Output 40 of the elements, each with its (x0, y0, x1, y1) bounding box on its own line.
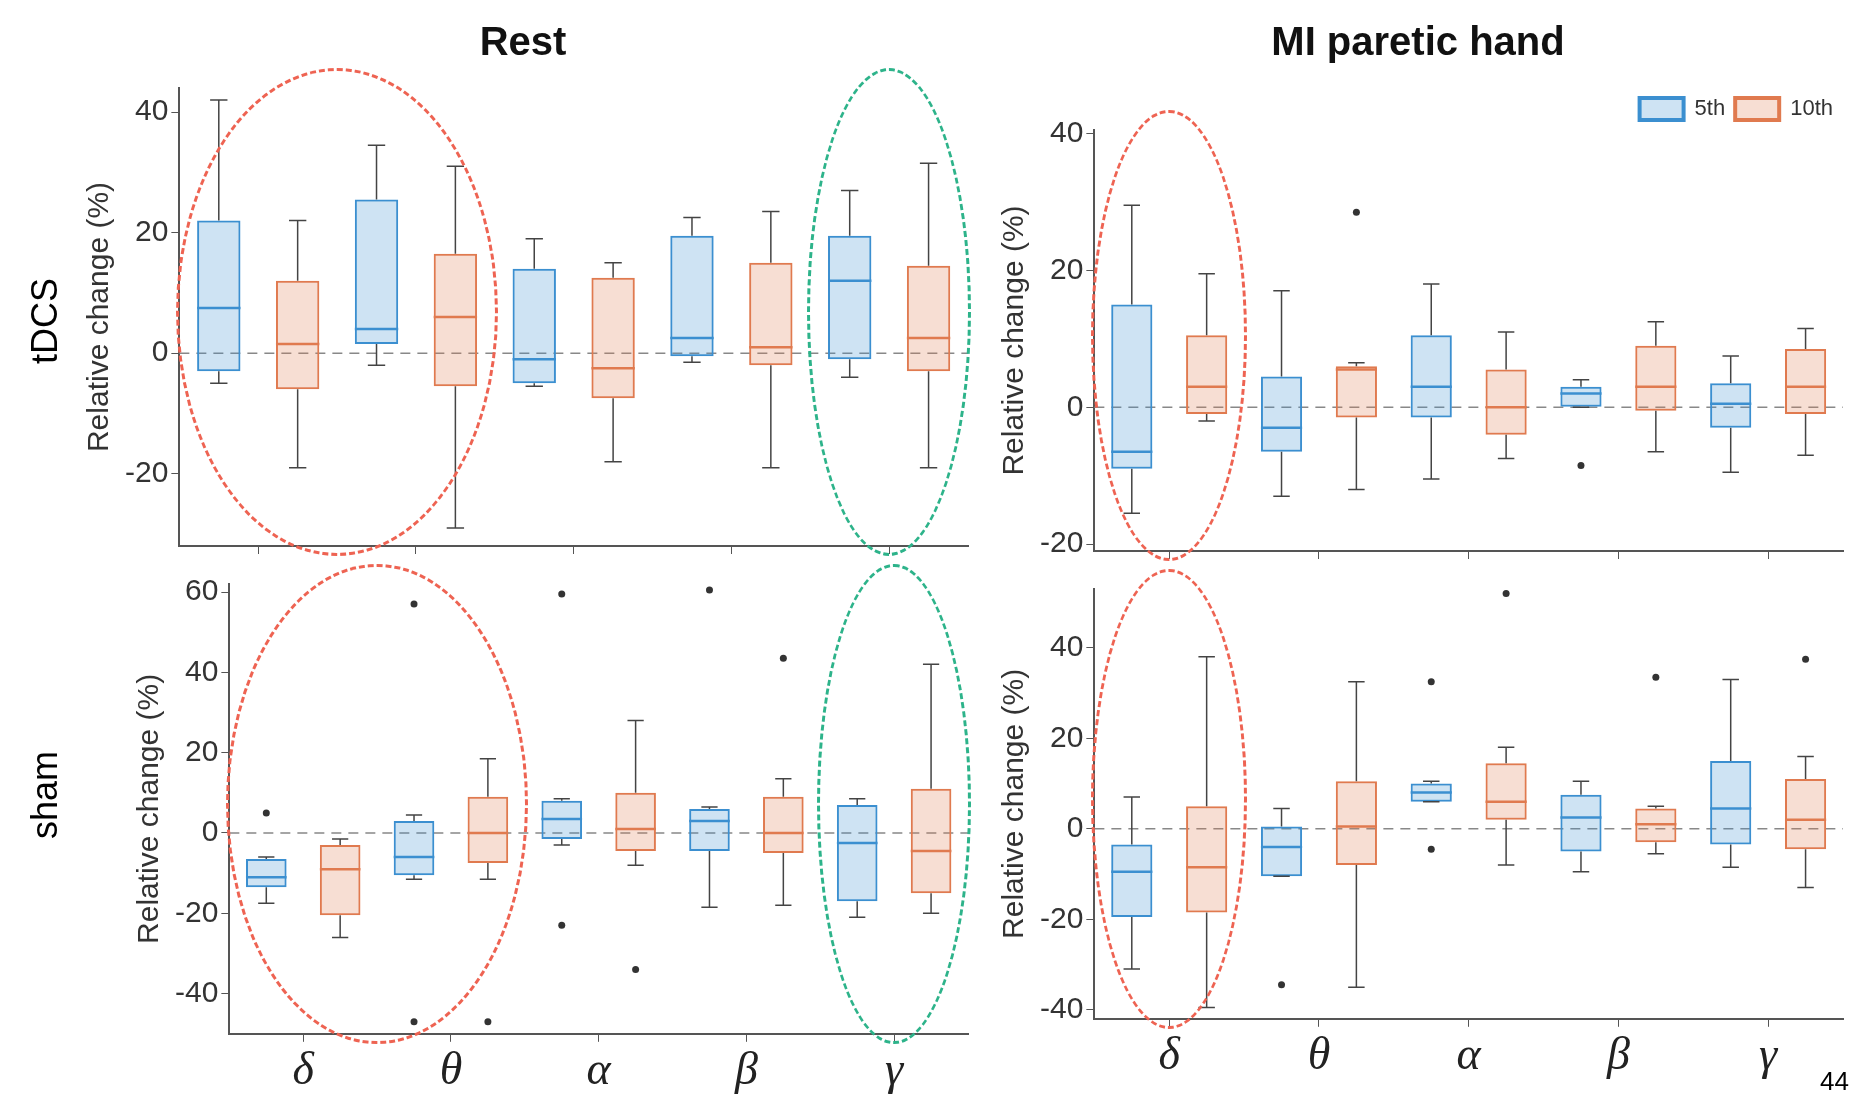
y-tick-label: -40 (1040, 991, 1084, 1025)
y-tick-label: 40 (134, 93, 169, 127)
y-axis-title: Relative change (%) (996, 668, 1030, 939)
x-tick-label: θ (439, 1043, 463, 1095)
x-tick-label: α (586, 1043, 612, 1095)
x-tick-label: β (1605, 1028, 1630, 1080)
x-tick-label: δ (1158, 1028, 1181, 1080)
chart-title: MI paretic hand (1271, 19, 1565, 64)
y-tick-label: 20 (1049, 719, 1084, 753)
y-tick-label: -20 (125, 454, 169, 488)
y-axis-title: Relative change (%) (996, 205, 1030, 476)
y-axis-title: Relative change (%) (81, 181, 115, 453)
x-tick-label: γ (885, 1043, 906, 1095)
legend-label: 10th (1790, 95, 1834, 121)
y-tick-label: 20 (184, 733, 219, 767)
y-tick-label: -20 (1040, 525, 1084, 559)
y-tick-label: 20 (1049, 251, 1084, 285)
text: 44 (1820, 1066, 1849, 1095)
x-tick-label: β (733, 1043, 758, 1095)
y-tick-label: 0 (201, 814, 219, 848)
text: tDCS (24, 277, 66, 364)
x-tick-label: θ (1307, 1028, 1331, 1080)
text: sham (24, 750, 66, 839)
x-tick-label: α (1456, 1028, 1482, 1080)
y-axis-title: Relative change (%) (131, 673, 165, 944)
y-tick-label: 40 (1049, 114, 1084, 148)
y-tick-label: 0 (1066, 388, 1084, 422)
x-tick-label: γ (1759, 1028, 1780, 1080)
y-tick-label: 20 (134, 213, 169, 247)
y-tick-label: -40 (175, 974, 219, 1008)
y-tick-label: -20 (1040, 900, 1084, 934)
x-tick-label: δ (292, 1043, 315, 1095)
y-tick-label: 40 (1049, 629, 1084, 663)
legend-label: 5th (1694, 95, 1726, 121)
chart-title: Rest (479, 19, 567, 64)
y-tick-label: 0 (151, 334, 169, 368)
y-tick-label: 60 (184, 573, 219, 607)
y-tick-label: 40 (184, 653, 219, 687)
y-tick-label: 0 (1066, 810, 1084, 844)
y-tick-label: -20 (175, 894, 219, 928)
